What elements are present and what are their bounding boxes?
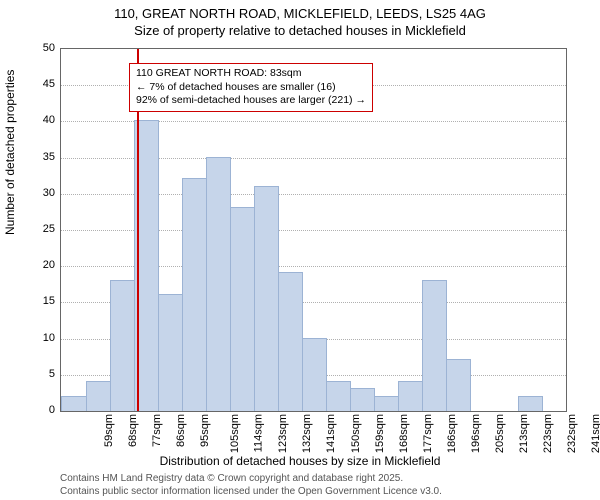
x-tick-label: 105sqm [229, 414, 241, 453]
x-tick-label: 213sqm [518, 414, 530, 453]
x-tick-label: 241sqm [590, 414, 600, 453]
x-tick-label: 95sqm [199, 414, 211, 447]
y-tick-label: 0 [25, 404, 55, 416]
x-tick-label: 159sqm [374, 414, 386, 453]
annotation-box: 110 GREAT NORTH ROAD: 83sqm ← 7% of deta… [129, 63, 373, 112]
x-tick-label: 132sqm [302, 414, 314, 453]
histogram-bar [61, 396, 86, 411]
footer-text: Contains HM Land Registry data © Crown c… [60, 472, 442, 498]
x-tick-label: 223sqm [542, 414, 554, 453]
histogram-bar [86, 381, 111, 411]
histogram-bar [350, 388, 375, 411]
histogram-bar [398, 381, 423, 411]
footer-line-1: Contains HM Land Registry data © Crown c… [60, 472, 442, 485]
x-tick-label: 114sqm [253, 414, 265, 452]
y-tick-label: 40 [25, 114, 55, 126]
histogram-bar [446, 359, 471, 411]
histogram-bar [110, 280, 135, 411]
y-tick-label: 15 [25, 295, 55, 307]
histogram-bar [278, 272, 303, 411]
x-axis-label: Distribution of detached houses by size … [0, 454, 600, 468]
x-tick-label: 141sqm [326, 414, 338, 453]
annotation-line-2: ← 7% of detached houses are smaller (16) [136, 81, 366, 95]
histogram-bar [326, 381, 351, 411]
histogram-bar [254, 186, 279, 411]
histogram-bar [374, 396, 399, 411]
y-tick-label: 45 [25, 78, 55, 90]
histogram-bar [302, 338, 327, 411]
plot-area: 110 GREAT NORTH ROAD: 83sqm ← 7% of deta… [60, 48, 567, 412]
x-tick-label: 232sqm [566, 414, 578, 453]
y-tick-label: 5 [25, 368, 55, 380]
y-tick-label: 25 [25, 223, 55, 235]
x-tick-label: 168sqm [398, 414, 410, 453]
footer-line-2: Contains public sector information licen… [60, 485, 442, 498]
y-tick-label: 10 [25, 332, 55, 344]
histogram-bar [158, 294, 183, 411]
x-tick-label: 177sqm [422, 414, 434, 453]
x-tick-label: 150sqm [350, 414, 362, 453]
histogram-bar [518, 396, 543, 411]
histogram-bar [206, 157, 231, 411]
y-tick-label: 35 [25, 151, 55, 163]
annotation-line-3: 92% of semi-detached houses are larger (… [136, 94, 366, 108]
histogram-bar [230, 207, 255, 411]
x-tick-label: 196sqm [470, 414, 482, 453]
chart-title: 110, GREAT NORTH ROAD, MICKLEFIELD, LEED… [0, 0, 600, 23]
x-tick-label: 186sqm [446, 414, 458, 453]
y-tick-label: 30 [25, 187, 55, 199]
x-tick-label: 68sqm [127, 414, 139, 447]
histogram-bar [422, 280, 447, 411]
chart-subtitle: Size of property relative to detached ho… [0, 23, 600, 40]
y-tick-label: 50 [25, 42, 55, 54]
y-tick-label: 20 [25, 259, 55, 271]
x-tick-label: 86sqm [175, 414, 187, 447]
x-tick-label: 205sqm [494, 414, 506, 453]
histogram-bar [182, 178, 207, 411]
chart-container: 110, GREAT NORTH ROAD, MICKLEFIELD, LEED… [0, 0, 600, 500]
y-axis-label: Number of detached properties [3, 70, 17, 235]
x-tick-label: 59sqm [103, 414, 115, 447]
x-tick-label: 123sqm [277, 414, 289, 453]
annotation-line-1: 110 GREAT NORTH ROAD: 83sqm [136, 67, 366, 81]
x-tick-label: 77sqm [151, 414, 163, 447]
